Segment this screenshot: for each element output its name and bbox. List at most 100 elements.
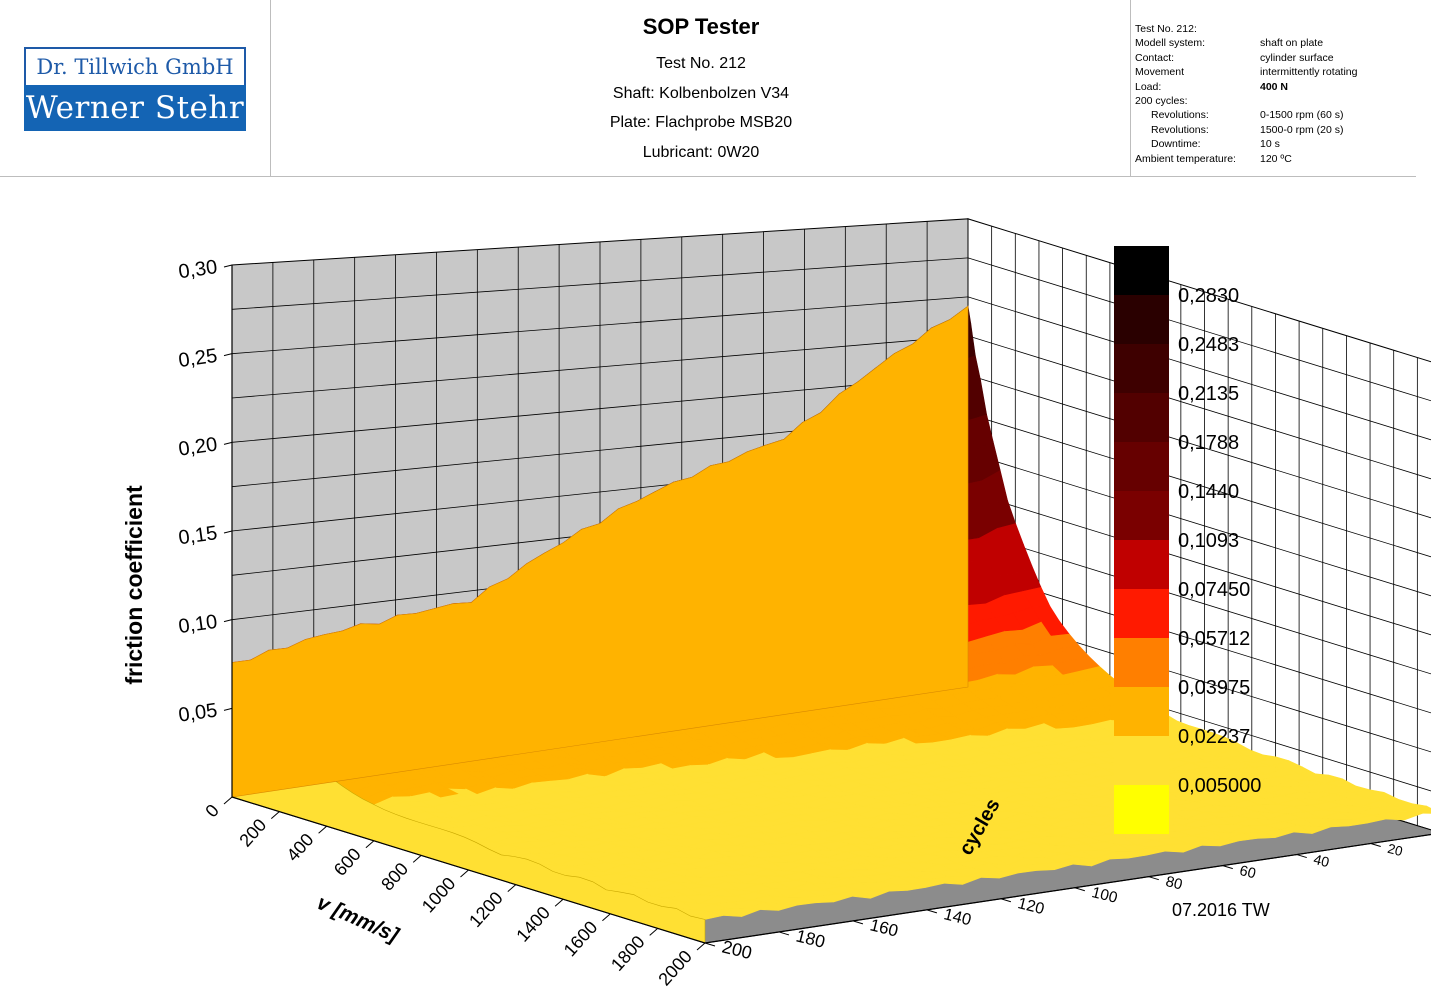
y-tick-label: 160 [868,915,900,940]
y-axis-line [704,833,1431,944]
z-tick-label: 0,10 [177,611,219,638]
y-tick [1074,887,1085,892]
color-scale-band [1114,393,1169,442]
x-tick-label: 1600 [560,917,602,960]
y-tick [852,920,864,925]
z-axis-label: friction coefficient [121,485,147,685]
header-divider [1130,0,1131,176]
info-label: Contact: [1135,51,1175,64]
color-scale-band [1114,638,1169,687]
y-tick-label: 120 [1016,895,1046,918]
z-tick [223,530,233,534]
y-tick [1296,854,1307,859]
color-scale-band [1114,589,1169,638]
surface-left-edge [231,305,969,798]
color-scale-label: 0,02237 [1178,726,1250,748]
info-value: 10 s [1260,138,1280,151]
x-tick-label: 800 [377,859,412,895]
z-tick-label: 0,15 [177,522,219,549]
report-title: SOP Tester [642,14,760,39]
lubricant-line: Lubricant: 0W20 [642,144,760,161]
y-tick [926,909,938,914]
x-tick [223,796,233,805]
info-value: shaft on plate [1260,37,1324,50]
color-scale: 0,2830 0,2483 0,2135 0,1788 0,1440 0,1093 0,07… [1114,246,1261,834]
report-date: 07.2016 TW [1172,900,1270,920]
y-tick-label: 60 [1238,863,1258,882]
y-tick-label: 180 [794,925,827,952]
x-tick-label: 1000 [418,873,460,916]
z-tick [223,264,233,268]
info-value: 0-1500 rpm (60 s) [1260,109,1344,122]
x-tick [696,942,706,951]
x-tick-label: 1200 [465,888,507,931]
wall-grid-line [231,257,969,310]
y-tick-label: 140 [942,905,973,929]
color-scale-label: 0,2830 [1178,285,1239,307]
info-label: Load: [1135,80,1162,93]
x-tick [602,913,611,922]
color-scale-band [1114,540,1169,589]
color-scale-label: 0,2135 [1178,383,1239,405]
info-label: Downtime: [1151,138,1201,151]
info-label: Ambient temperature: [1135,152,1236,165]
x-tick [318,825,327,834]
report-header: Dr. Tillwich GmbH Werner Stehr SOP Teste… [0,0,1416,177]
info-label: Revolutions: [1151,109,1209,122]
z-tick [223,441,233,445]
y-tick [1000,898,1012,903]
color-scale-band [1114,736,1169,785]
y-tick [1148,876,1159,881]
y-tick [1222,865,1233,870]
color-scale-band [1114,442,1169,491]
x-tick [412,855,422,863]
color-scale-band [1114,344,1169,393]
info-cycles: 200 cycles: [1135,95,1188,108]
logo-line-1: Dr. Tillwich GmbH [24,47,246,85]
friction-surface [231,305,1431,944]
x-tick-label: 400 [283,829,318,865]
wall-grid-line [231,374,969,443]
info-label: Modell system: [1135,37,1206,50]
color-scale-band [1114,295,1169,344]
color-scale-label: 0,1440 [1178,481,1239,503]
x-tick-label: 1800 [607,932,649,975]
test-number: Test No. 212 [656,55,746,72]
color-scale-label: 0,005000 [1178,775,1261,797]
color-scale-label: 0,03975 [1178,677,1250,699]
x-tick [554,898,564,907]
shaft-line: Shaft: Kolbenbolzen V34 [612,85,790,102]
info-test-no: Test No. 212: [1135,23,1197,35]
info-value: 1500-0 rpm (20 s) [1260,123,1344,136]
z-tick [223,353,233,357]
z-tick-label: 0,25 [177,345,219,372]
logo-line-2: Werner Stehr [24,85,246,131]
x-tick-label: 200 [235,815,270,851]
plate-line: Plate: Flachprobe MSB20 [609,114,793,131]
x-tick-label: 600 [330,844,365,880]
wall-grid-line [231,296,969,355]
x-tick [365,840,375,849]
info-value: 120 ºC [1260,152,1292,165]
x-tick [460,869,469,878]
y-tick-label: 40 [1312,851,1331,870]
x-tick [270,811,280,819]
x-tick [507,884,517,892]
color-scale-band [1114,246,1169,295]
y-tick [1370,843,1381,847]
color-scale-band [1114,491,1169,540]
z-tick [223,707,233,711]
x-tick-label: 1400 [512,902,554,945]
color-scale-label: 0,1093 [1178,530,1239,552]
z-tick-label: 0,05 [177,699,219,726]
info-value: intermittently rotating [1260,66,1358,79]
color-scale-label: 0,1788 [1178,432,1239,454]
y-tick-label: 200 [720,936,754,963]
color-scale-label: 0,07450 [1178,579,1250,601]
info-label: Movement [1135,66,1185,79]
info-label: Revolutions: [1151,123,1209,136]
z-tick [223,619,233,623]
company-logo: Dr. Tillwich GmbH Werner Stehr [24,47,246,131]
z-tick-label: 0,20 [177,433,219,460]
